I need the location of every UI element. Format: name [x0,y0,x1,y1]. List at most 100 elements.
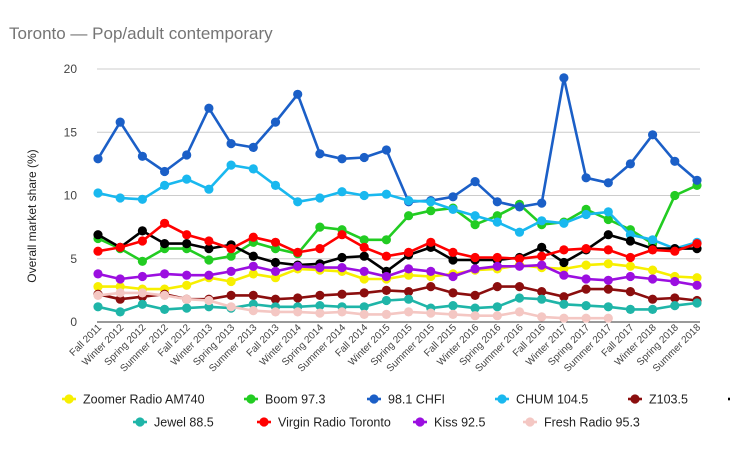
data-point [248,269,258,279]
data-point [248,142,258,152]
data-point [93,154,103,164]
data-point [359,302,369,312]
series-kiss-92-5 [93,260,702,290]
data-point [492,282,502,292]
data-point [492,311,502,321]
series-lines [93,73,702,323]
data-point [404,307,414,317]
data-point [226,290,236,300]
legend-label: Zoomer Radio AM740 [83,393,205,407]
data-point [625,304,636,314]
legend-item-zoomer-radio-am740: Zoomer Radio AM740 [62,393,205,407]
legend-swatch-marker [64,394,74,404]
data-point [692,273,702,283]
series-line [96,263,699,287]
data-point [293,89,303,99]
data-point [648,265,658,275]
legend-label: Z103.5 [649,393,688,407]
data-point [492,252,502,263]
data-point [670,190,680,201]
data-point [603,302,613,312]
data-point [625,287,636,297]
data-point [426,197,436,207]
data-point [270,257,281,268]
legend-swatch-marker [630,394,640,404]
y-tick-label: 0 [70,315,77,329]
data-point [581,274,591,284]
data-point [337,252,347,263]
data-point [182,239,192,249]
data-point [559,218,569,228]
data-point [404,294,414,304]
data-point [581,244,591,254]
legend-item-kiss-92-5: Kiss 92.5 [413,416,485,430]
data-point [248,299,258,309]
data-point [514,282,525,292]
data-point [293,261,303,271]
series-fresh-radio-95-3 [93,288,613,323]
data-point [492,197,502,207]
data-point [359,274,369,284]
data-point [448,271,458,282]
data-point [226,160,236,170]
data-point [404,211,414,221]
data-point [648,274,658,284]
data-point [270,294,281,304]
data-point [625,230,636,240]
data-point [381,251,391,261]
data-point [359,288,369,298]
data-point [204,270,214,280]
data-point [160,239,170,249]
data-point [115,193,125,203]
series-line [96,76,699,209]
data-point [537,198,547,208]
data-point [559,245,569,255]
legend-item-boom-97-3: Boom 97.3 [244,393,326,407]
data-point [270,273,281,283]
legend-item-98-1-chfi: 98.1 CHFI [367,393,445,407]
legend-item-virgin-radio-toronto: Virgin Radio Toronto [257,416,391,430]
data-point [603,275,613,285]
data-point [293,247,303,257]
chart-title: Toronto — Pop/adult contemporary [9,24,273,43]
data-point [115,282,125,292]
data-point [160,304,170,314]
data-point [581,284,591,294]
data-point [581,301,591,311]
data-point [670,301,680,311]
data-point [492,261,502,271]
data-point [426,206,436,216]
data-point [359,309,369,319]
data-point [359,251,369,261]
data-point [559,264,569,274]
data-point [559,292,569,302]
data-point [603,207,613,217]
data-point [514,307,525,317]
data-point [670,293,680,303]
legend-swatch-marker [415,417,425,427]
data-point [603,230,613,240]
data-point [381,309,391,319]
data-point [315,222,325,232]
data-point [603,259,613,269]
data-point [448,247,458,257]
data-point [182,270,192,280]
data-point [248,290,258,300]
data-point [470,177,480,187]
legend-item-jewel-88-5: Jewel 88.5 [133,416,214,430]
data-point [625,261,636,271]
series-line [96,222,699,261]
data-point [537,242,547,252]
data-point [204,255,214,265]
data-point [470,311,480,321]
data-point [470,264,480,274]
data-point [270,266,281,276]
data-point [137,299,147,309]
data-point [270,307,281,317]
data-point [137,151,147,161]
data-point [692,298,702,308]
data-point [625,236,636,246]
data-point [448,192,458,202]
data-point [337,307,347,317]
